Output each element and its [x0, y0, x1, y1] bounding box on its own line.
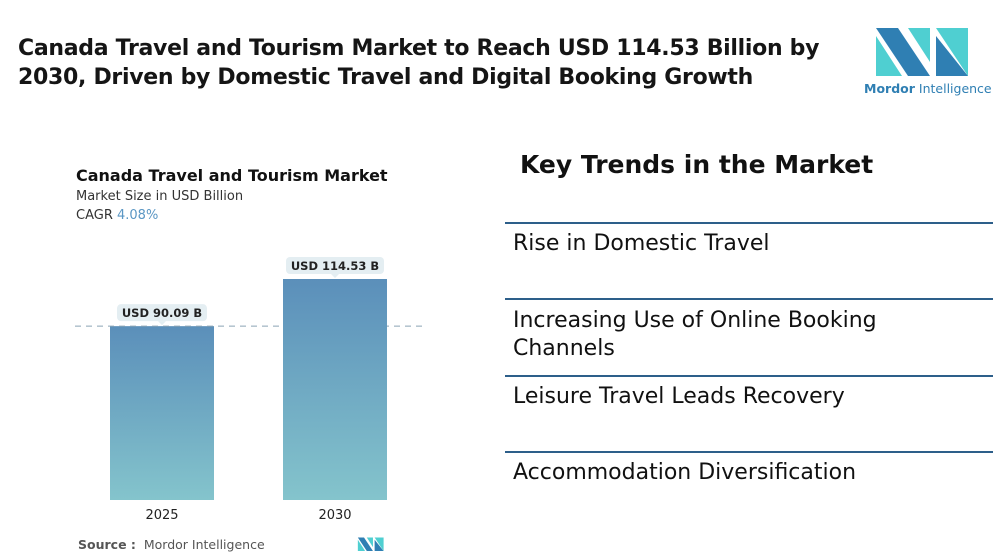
cagr-value: 4.08% — [117, 208, 159, 223]
logo-text: Mordor Intelligence — [864, 81, 992, 96]
bar-2025 — [110, 326, 214, 500]
trends-title: Key Trends in the Market — [520, 150, 874, 179]
source-logo-icon — [357, 537, 384, 551]
data-label-pointer — [158, 321, 166, 326]
headline: Canada Travel and Tourism Market to Reac… — [18, 36, 820, 90]
trend-item: Increasing Use of Online Booking Channel… — [513, 308, 877, 361]
chart-subtitle: Market Size in USD Billion — [76, 189, 244, 204]
chart-title: Canada Travel and Tourism Market — [76, 166, 388, 185]
trend-item: Rise in Domestic Travel — [513, 231, 770, 256]
data-label-bg — [286, 257, 384, 274]
cagr: CAGR 4.08% — [76, 208, 159, 223]
mordor-logo — [876, 28, 968, 76]
data-label-bg — [117, 304, 207, 322]
divider — [505, 222, 993, 224]
trend-item: Leisure Travel Leads Recovery — [513, 384, 845, 409]
divider — [505, 298, 993, 300]
bar-chart: USD 90.09 B 2025 USD 114.53 B 2030 — [75, 257, 425, 523]
divider — [505, 375, 993, 377]
x-tick-label: 2030 — [318, 508, 351, 523]
data-label: USD 114.53 B — [291, 259, 379, 273]
x-tick-label: 2025 — [145, 508, 178, 523]
source: Source : Mordor Intelligence — [78, 537, 265, 552]
divider — [505, 451, 993, 453]
data-label-pointer — [331, 274, 339, 278]
data-label: USD 90.09 B — [122, 306, 202, 320]
trend-item: Accommodation Diversification — [513, 460, 857, 485]
bar-2030 — [283, 279, 387, 500]
